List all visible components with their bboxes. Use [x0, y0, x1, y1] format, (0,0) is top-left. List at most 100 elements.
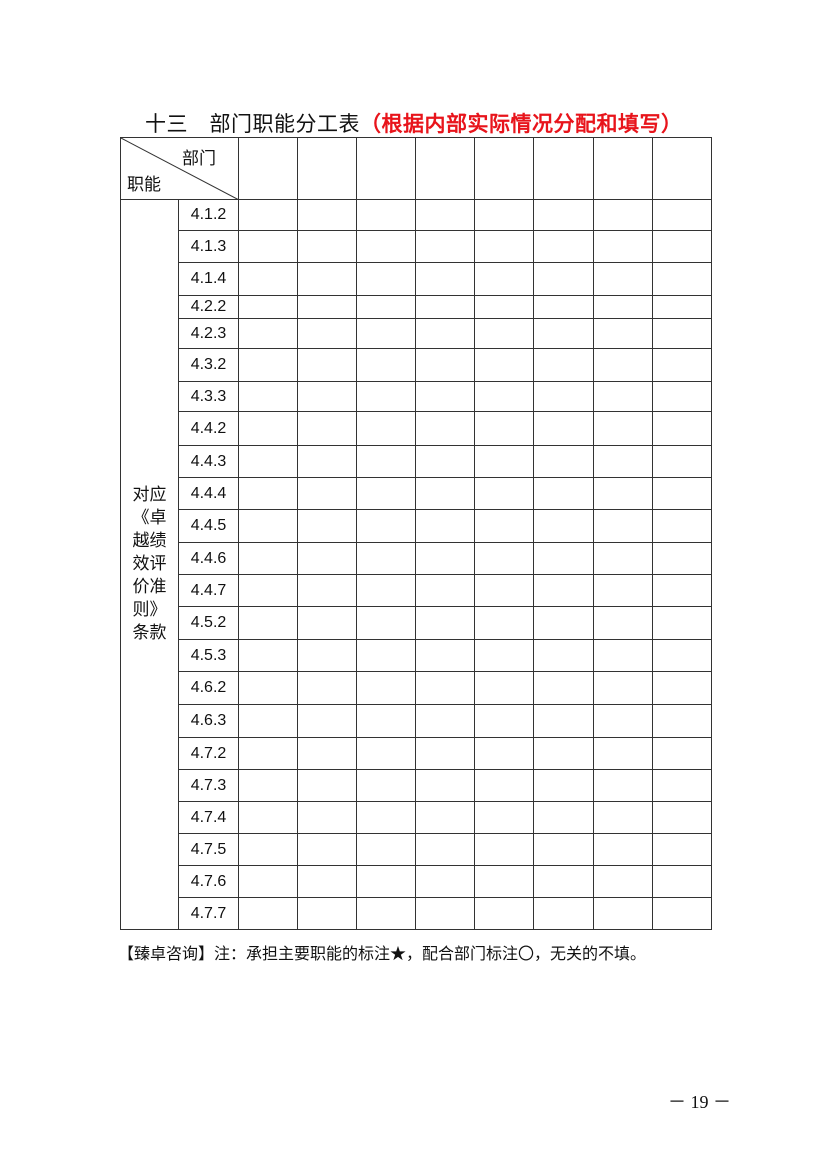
assignment-cell[interactable]: [297, 542, 357, 575]
assignment-cell[interactable]: [238, 574, 298, 607]
assignment-cell[interactable]: [474, 704, 534, 738]
assignment-cell[interactable]: [356, 477, 416, 510]
assignment-cell[interactable]: [297, 411, 357, 446]
assignment-cell[interactable]: [474, 348, 534, 382]
assignment-cell[interactable]: [593, 833, 653, 866]
assignment-cell[interactable]: [356, 411, 416, 446]
assignment-cell[interactable]: [238, 381, 298, 412]
assignment-cell[interactable]: [415, 542, 475, 575]
assignment-cell[interactable]: [415, 801, 475, 834]
assignment-cell[interactable]: [238, 606, 298, 640]
assignment-cell[interactable]: [238, 411, 298, 446]
assignment-cell[interactable]: [415, 262, 475, 296]
assignment-cell[interactable]: [652, 704, 712, 738]
department-header-cell[interactable]: [238, 137, 298, 200]
assignment-cell[interactable]: [238, 542, 298, 575]
assignment-cell[interactable]: [415, 865, 475, 898]
assignment-cell[interactable]: [652, 445, 712, 478]
assignment-cell[interactable]: [415, 509, 475, 543]
assignment-cell[interactable]: [533, 769, 594, 802]
assignment-cell[interactable]: [474, 671, 534, 705]
assignment-cell[interactable]: [533, 509, 594, 543]
assignment-cell[interactable]: [356, 801, 416, 834]
assignment-cell[interactable]: [297, 769, 357, 802]
assignment-cell[interactable]: [474, 897, 534, 930]
assignment-cell[interactable]: [593, 445, 653, 478]
assignment-cell[interactable]: [474, 445, 534, 478]
assignment-cell[interactable]: [297, 574, 357, 607]
assignment-cell[interactable]: [593, 897, 653, 930]
assignment-cell[interactable]: [356, 897, 416, 930]
assignment-cell[interactable]: [238, 199, 298, 231]
assignment-cell[interactable]: [297, 318, 357, 349]
assignment-cell[interactable]: [356, 833, 416, 866]
assignment-cell[interactable]: [297, 737, 357, 770]
assignment-cell[interactable]: [415, 230, 475, 263]
assignment-cell[interactable]: [533, 318, 594, 349]
assignment-cell[interactable]: [238, 897, 298, 930]
assignment-cell[interactable]: [593, 262, 653, 296]
assignment-cell[interactable]: [474, 574, 534, 607]
assignment-cell[interactable]: [533, 704, 594, 738]
assignment-cell[interactable]: [356, 445, 416, 478]
assignment-cell[interactable]: [297, 897, 357, 930]
assignment-cell[interactable]: [593, 671, 653, 705]
assignment-cell[interactable]: [356, 348, 416, 382]
assignment-cell[interactable]: [533, 833, 594, 866]
assignment-cell[interactable]: [652, 671, 712, 705]
assignment-cell[interactable]: [238, 704, 298, 738]
assignment-cell[interactable]: [415, 295, 475, 319]
assignment-cell[interactable]: [415, 477, 475, 510]
assignment-cell[interactable]: [474, 801, 534, 834]
assignment-cell[interactable]: [474, 230, 534, 263]
assignment-cell[interactable]: [415, 318, 475, 349]
assignment-cell[interactable]: [533, 477, 594, 510]
assignment-cell[interactable]: [297, 295, 357, 319]
assignment-cell[interactable]: [297, 671, 357, 705]
assignment-cell[interactable]: [297, 381, 357, 412]
assignment-cell[interactable]: [593, 411, 653, 446]
assignment-cell[interactable]: [238, 445, 298, 478]
assignment-cell[interactable]: [533, 348, 594, 382]
department-header-cell[interactable]: [297, 137, 357, 200]
assignment-cell[interactable]: [652, 381, 712, 412]
assignment-cell[interactable]: [652, 769, 712, 802]
assignment-cell[interactable]: [474, 509, 534, 543]
assignment-cell[interactable]: [356, 769, 416, 802]
assignment-cell[interactable]: [533, 865, 594, 898]
assignment-cell[interactable]: [652, 639, 712, 672]
assignment-cell[interactable]: [356, 295, 416, 319]
assignment-cell[interactable]: [652, 737, 712, 770]
assignment-cell[interactable]: [356, 542, 416, 575]
assignment-cell[interactable]: [593, 865, 653, 898]
assignment-cell[interactable]: [474, 865, 534, 898]
assignment-cell[interactable]: [297, 704, 357, 738]
assignment-cell[interactable]: [415, 737, 475, 770]
assignment-cell[interactable]: [356, 639, 416, 672]
assignment-cell[interactable]: [356, 262, 416, 296]
assignment-cell[interactable]: [474, 737, 534, 770]
assignment-cell[interactable]: [652, 542, 712, 575]
assignment-cell[interactable]: [474, 606, 534, 640]
assignment-cell[interactable]: [533, 639, 594, 672]
assignment-cell[interactable]: [297, 477, 357, 510]
assignment-cell[interactable]: [415, 381, 475, 412]
assignment-cell[interactable]: [356, 199, 416, 231]
assignment-cell[interactable]: [238, 509, 298, 543]
assignment-cell[interactable]: [356, 509, 416, 543]
assignment-cell[interactable]: [297, 348, 357, 382]
assignment-cell[interactable]: [652, 230, 712, 263]
assignment-cell[interactable]: [652, 295, 712, 319]
assignment-cell[interactable]: [238, 769, 298, 802]
assignment-cell[interactable]: [297, 509, 357, 543]
assignment-cell[interactable]: [474, 199, 534, 231]
assignment-cell[interactable]: [297, 801, 357, 834]
assignment-cell[interactable]: [238, 348, 298, 382]
assignment-cell[interactable]: [593, 509, 653, 543]
assignment-cell[interactable]: [652, 509, 712, 543]
department-header-cell[interactable]: [533, 137, 594, 200]
assignment-cell[interactable]: [415, 445, 475, 478]
assignment-cell[interactable]: [533, 230, 594, 263]
assignment-cell[interactable]: [238, 295, 298, 319]
assignment-cell[interactable]: [356, 737, 416, 770]
